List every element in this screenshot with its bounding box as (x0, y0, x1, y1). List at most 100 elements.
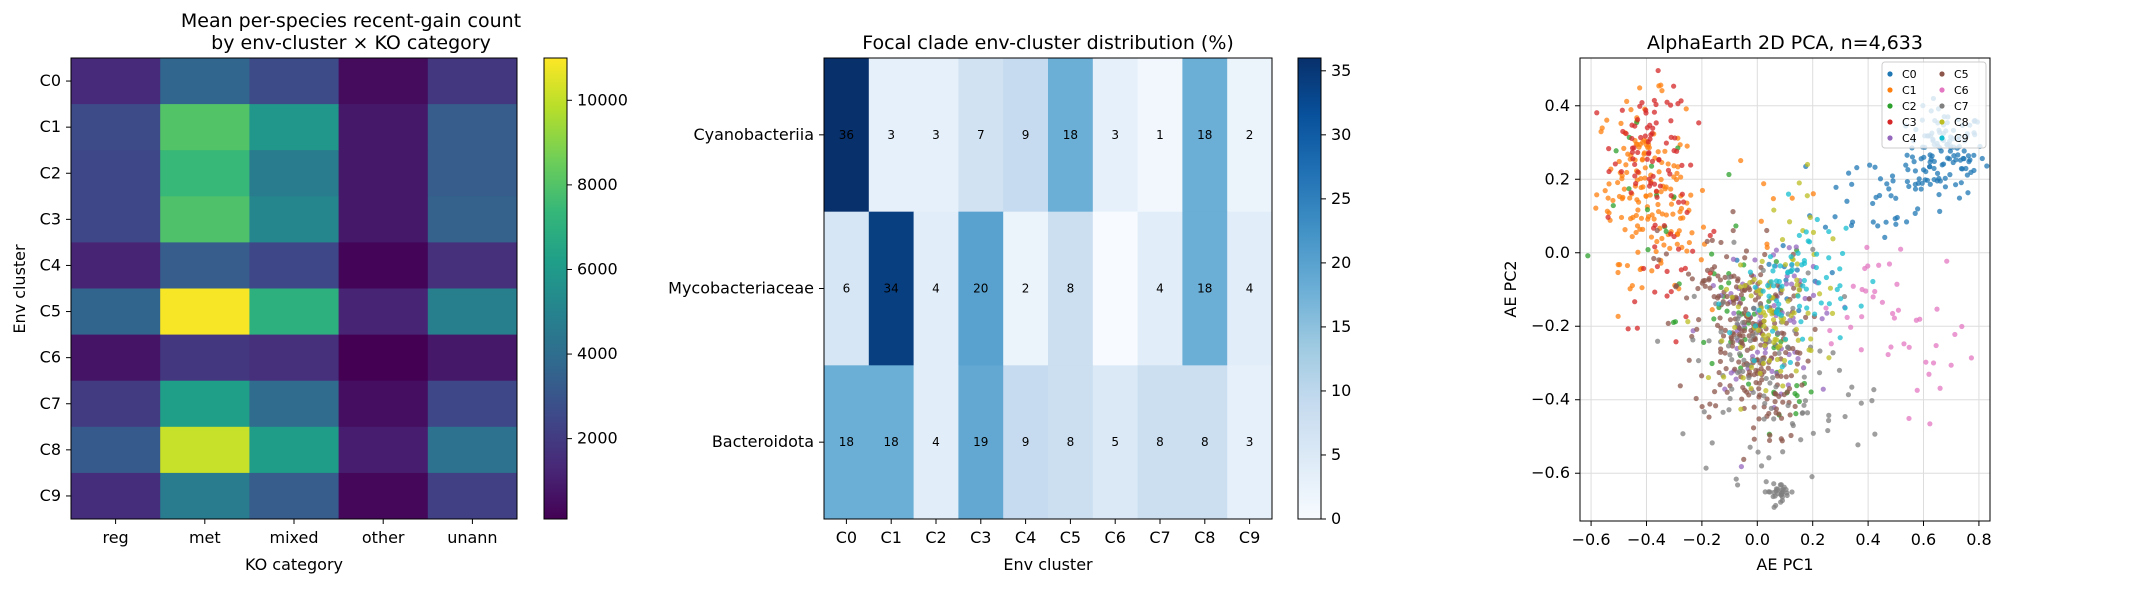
heatmap2-x-tick-label: C1 (881, 528, 902, 547)
scatter-point (1805, 310, 1811, 316)
scatter-point (1762, 342, 1768, 349)
scatter-point (1635, 149, 1641, 156)
scatter-point (1701, 409, 1707, 415)
scatter-point (1792, 390, 1798, 397)
heatmap-ko-category-panel: Mean per-species recent-gain count by en… (10, 10, 628, 574)
scatter-point (1801, 277, 1807, 284)
scatter-point (1750, 344, 1756, 350)
scatter-point (1882, 234, 1888, 240)
heatmap2-cell-label: 3 (1111, 128, 1119, 142)
scatter-point (1801, 257, 1807, 264)
heatmap1-cell (249, 472, 340, 520)
scatter-point (1837, 266, 1843, 272)
scatter-point (1655, 67, 1661, 74)
scatter-point (1931, 158, 1937, 165)
heatmap2-cell-label: 18 (1197, 282, 1212, 296)
scatter-point (1662, 148, 1668, 154)
scatter-point (1649, 212, 1655, 218)
scatter-point (1605, 214, 1611, 220)
heatmap1-x-tick-label: met (189, 528, 221, 547)
scatter-point (1664, 293, 1670, 299)
scatter-point (1805, 358, 1811, 364)
heatmap1-x-tick-label: reg (102, 528, 128, 547)
scatter-point (1758, 272, 1764, 278)
scatter-y-tick-label: 0.0 (1545, 243, 1570, 262)
scatter-point (1705, 374, 1712, 381)
scatter-point (1796, 287, 1802, 293)
scatter-point (1709, 251, 1715, 257)
scatter-point (1819, 316, 1825, 322)
scatter-point (1772, 336, 1778, 342)
scatter-point (1756, 386, 1762, 392)
scatter-point (1747, 279, 1753, 286)
scatter-point (1643, 193, 1649, 199)
scatter-point (1766, 455, 1772, 461)
heatmap1-title-line2: by env-cluster × KO category (211, 32, 491, 54)
scatter-point (1699, 373, 1705, 379)
heatmap2-x-tick-label: C0 (836, 528, 857, 547)
heatmap2-x-tick-label: C8 (1194, 528, 1215, 547)
scatter-point (1780, 383, 1786, 389)
scatter-point (1837, 335, 1843, 341)
scatter-point (1717, 382, 1723, 388)
scatter-point (1948, 362, 1954, 368)
scatter-point (1680, 199, 1687, 205)
scatter-point (1755, 449, 1761, 455)
heatmap2-cell-label: 4 (1156, 282, 1164, 296)
scatter-point (1640, 184, 1646, 190)
scatter-point (1742, 255, 1748, 261)
scatter-point (1927, 181, 1933, 187)
scatter-point (1632, 173, 1638, 179)
scatter-point (1859, 286, 1865, 293)
scatter-point (1858, 347, 1864, 353)
scatter-point (1731, 300, 1737, 306)
scatter-point (1654, 238, 1660, 245)
scatter-point (1812, 326, 1818, 332)
scatter-legend: C0 C1 C2 C3 C4 C5 C6 C7 C8 C9 (1881, 61, 1987, 149)
scatter-point (1618, 214, 1625, 221)
scatter-point (1826, 412, 1832, 418)
scatter-point (1780, 242, 1786, 249)
scatter-point (1633, 212, 1639, 219)
heatmap1-y-tick-label: C0 (40, 71, 61, 90)
heatmap1-colorbar-tick-label: 2000 (577, 429, 618, 448)
heatmap1-cell (160, 150, 250, 197)
heatmap1-cell (338, 334, 429, 382)
scatter-point (1716, 369, 1722, 376)
scatter-title: AlphaEarth 2D PCA, n=4,633 (1647, 32, 1923, 54)
scatter-point (1752, 284, 1758, 290)
scatter-point (1752, 323, 1759, 329)
scatter-y-axis-label: AE PC2 (1501, 260, 1520, 317)
scatter-point (1686, 239, 1692, 246)
heatmap1-cell (249, 426, 340, 474)
scatter-point (1964, 172, 1970, 178)
scatter-point (1823, 274, 1830, 281)
scatter-point (1947, 172, 1953, 178)
scatter-point (1870, 294, 1876, 300)
heatmap2-cell-label: 9 (1022, 128, 1030, 142)
heatmap2-y-ticks: Cyanobacteriia Mycobacteriaceae Bacteroido… (668, 125, 824, 451)
scatter-point (1684, 209, 1690, 216)
scatter-point (1610, 202, 1616, 209)
scatter-point (1606, 168, 1612, 175)
scatter-point (1645, 216, 1651, 222)
heatmap2-cell-label: 3 (887, 128, 895, 142)
scatter-point (1906, 415, 1912, 422)
heatmap1-x-axis-label: KO category (245, 555, 343, 574)
scatter-point (1664, 99, 1670, 105)
scatter-point (1645, 139, 1651, 145)
scatter-legend-marker (1939, 87, 1945, 93)
scatter-point (1766, 293, 1772, 299)
heatmap1-cell (427, 242, 518, 289)
scatter-point (1760, 267, 1766, 273)
scatter-x-tick-label: 0.6 (1911, 530, 1936, 549)
scatter-point (1723, 286, 1730, 292)
heatmap2-cell-label: 1 (1156, 128, 1164, 142)
scatter-point (1665, 161, 1671, 167)
scatter-point (1719, 338, 1725, 344)
heatmap1-colorbar-ticks: 2000 4000 6000 8000 10000 (567, 90, 628, 448)
scatter-point (1773, 486, 1780, 492)
scatter-point (1790, 305, 1796, 311)
scatter-point (1843, 225, 1849, 231)
scatter-point (1690, 248, 1696, 254)
